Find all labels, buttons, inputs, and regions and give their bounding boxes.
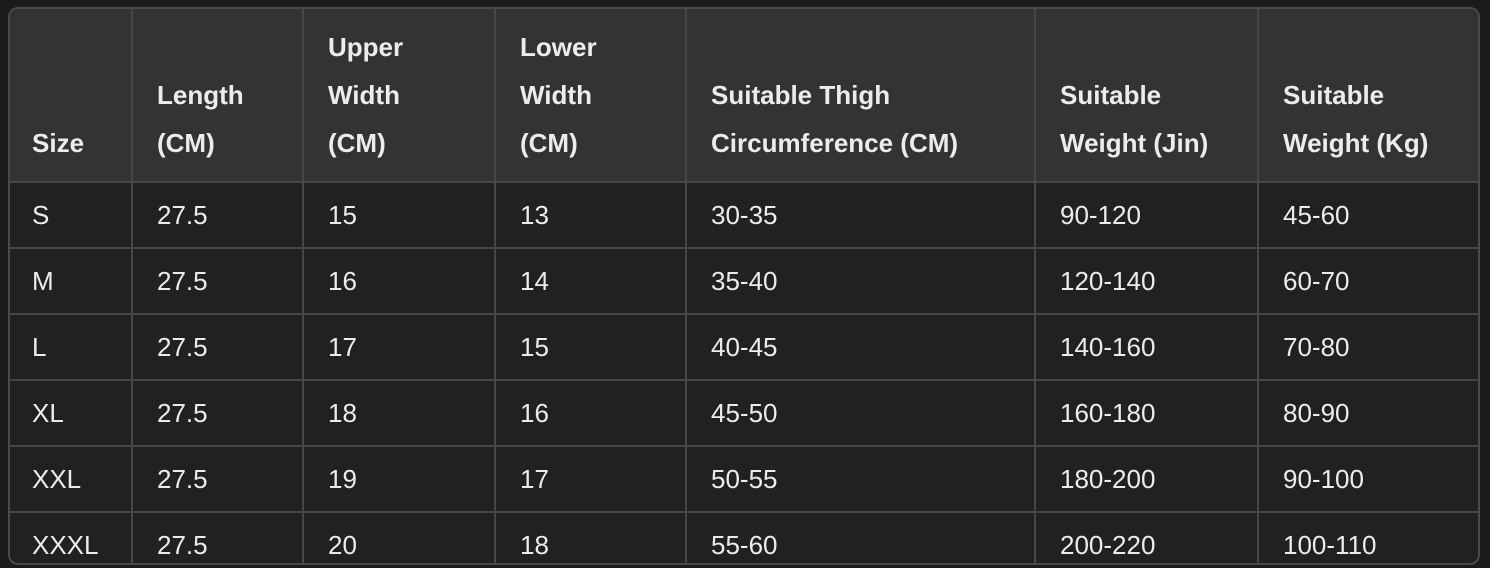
cell-size: XXL [10, 445, 133, 513]
header-lower-width-line-3: (CM) [520, 128, 578, 158]
cell-upper-width: 18 [302, 379, 496, 447]
header-upper-width-line-1: Upper [328, 32, 404, 62]
cell-upper-width: 20 [302, 511, 496, 563]
cell-lower-width: 15 [494, 313, 687, 381]
cell-weight-jin: 160-180 [1034, 379, 1259, 447]
cell-size: S [10, 181, 133, 249]
table-row: XL 27.5 18 16 45-50 160-180 80-90 [10, 379, 1478, 447]
header-weight-kg-line-2: Weight (Kg) [1283, 128, 1429, 158]
cell-size: XXXL [10, 511, 133, 563]
header-thigh-line-2: Circumference (CM) [711, 128, 959, 158]
header-lower-width: Lower Width (CM) [494, 9, 687, 183]
header-size: Size [10, 9, 133, 183]
cell-thigh: 45-50 [685, 379, 1036, 447]
cell-lower-width: 16 [494, 379, 687, 447]
header-length-line-2: (CM) [157, 128, 215, 158]
header-thigh-line-1: Suitable Thigh [711, 80, 891, 110]
cell-weight-kg: 90-100 [1257, 445, 1478, 513]
cell-length: 27.5 [131, 313, 304, 381]
cell-weight-kg: 70-80 [1257, 313, 1478, 381]
header-weight-jin-line-2: Weight (Jin) [1060, 128, 1209, 158]
header-upper-width-line-3: (CM) [328, 128, 386, 158]
table-row: S 27.5 15 13 30-35 90-120 45-60 [10, 181, 1478, 249]
table-header: Size Length (CM) Upper Width (CM) Lower … [10, 9, 1478, 183]
cell-thigh: 50-55 [685, 445, 1036, 513]
cell-lower-width: 13 [494, 181, 687, 249]
cell-weight-jin: 200-220 [1034, 511, 1259, 563]
cell-weight-jin: 120-140 [1034, 247, 1259, 315]
cell-thigh: 40-45 [685, 313, 1036, 381]
header-weight-kg: Suitable Weight (Kg) [1257, 9, 1478, 183]
cell-length: 27.5 [131, 181, 304, 249]
cell-lower-width: 14 [494, 247, 687, 315]
table-row: L 27.5 17 15 40-45 140-160 70-80 [10, 313, 1478, 381]
cell-length: 27.5 [131, 445, 304, 513]
header-weight-jin-line-1: Suitable [1060, 80, 1162, 110]
cell-weight-kg: 100-110 [1257, 511, 1478, 563]
cell-thigh: 30-35 [685, 181, 1036, 249]
cell-size: XL [10, 379, 133, 447]
cell-length: 27.5 [131, 247, 304, 315]
header-upper-width: Upper Width (CM) [302, 9, 496, 183]
table-row: M 27.5 16 14 35-40 120-140 60-70 [10, 247, 1478, 315]
cell-weight-jin: 180-200 [1034, 445, 1259, 513]
header-row: Size Length (CM) Upper Width (CM) Lower … [10, 9, 1478, 183]
table-row: XXXL 27.5 20 18 55-60 200-220 100-110 [10, 511, 1478, 563]
cell-length: 27.5 [131, 511, 304, 563]
header-thigh-circumference: Suitable Thigh Circumference (CM) [685, 9, 1036, 183]
header-size-line-1: Size [32, 128, 85, 158]
cell-size: L [10, 313, 133, 381]
cell-weight-kg: 45-60 [1257, 181, 1478, 249]
header-lower-width-line-2: Width [520, 80, 592, 110]
table-row: XXL 27.5 19 17 50-55 180-200 90-100 [10, 445, 1478, 513]
cell-upper-width: 17 [302, 313, 496, 381]
table-body: S 27.5 15 13 30-35 90-120 45-60 M 27.5 1… [10, 181, 1478, 563]
cell-lower-width: 17 [494, 445, 687, 513]
cell-size: M [10, 247, 133, 315]
size-chart-table: Size Length (CM) Upper Width (CM) Lower … [10, 9, 1478, 563]
cell-upper-width: 19 [302, 445, 496, 513]
cell-upper-width: 16 [302, 247, 496, 315]
cell-thigh: 35-40 [685, 247, 1036, 315]
header-weight-kg-line-1: Suitable [1283, 80, 1385, 110]
size-chart-table-container: Size Length (CM) Upper Width (CM) Lower … [8, 7, 1480, 565]
header-upper-width-line-2: Width [328, 80, 400, 110]
header-length-line-1: Length [157, 80, 244, 110]
cell-weight-jin: 140-160 [1034, 313, 1259, 381]
header-weight-jin: Suitable Weight (Jin) [1034, 9, 1259, 183]
cell-weight-jin: 90-120 [1034, 181, 1259, 249]
cell-lower-width: 18 [494, 511, 687, 563]
cell-length: 27.5 [131, 379, 304, 447]
cell-upper-width: 15 [302, 181, 496, 249]
cell-thigh: 55-60 [685, 511, 1036, 563]
cell-weight-kg: 60-70 [1257, 247, 1478, 315]
header-lower-width-line-1: Lower [520, 32, 597, 62]
header-length: Length (CM) [131, 9, 304, 183]
cell-weight-kg: 80-90 [1257, 379, 1478, 447]
